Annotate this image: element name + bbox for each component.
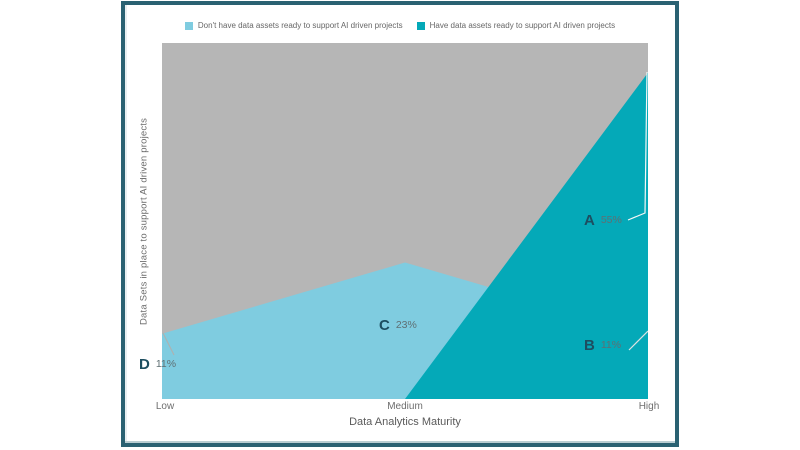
annotation-b-letter: B bbox=[584, 337, 595, 354]
callout-lines bbox=[162, 71, 648, 356]
annotation-c: C 23% bbox=[379, 318, 417, 333]
legend-item-dont-have[interactable]: Don't have data assets ready to support … bbox=[184, 21, 403, 30]
x-tick-medium: Medium bbox=[387, 401, 423, 412]
annotation-d-letter: D bbox=[139, 356, 150, 373]
callout-line-d bbox=[162, 332, 175, 356]
series-areas bbox=[162, 72, 648, 399]
callout-line-a bbox=[627, 71, 648, 221]
legend-swatch-have-icon bbox=[416, 21, 425, 30]
annotation-c-value: 23% bbox=[395, 319, 417, 332]
plot-area[interactable] bbox=[162, 43, 648, 399]
x-tick-high: High bbox=[638, 401, 660, 412]
area-chart bbox=[162, 43, 648, 399]
annotation-d: D 11% bbox=[139, 357, 176, 372]
legend-label-dont-have: Don't have data assets ready to support … bbox=[197, 21, 403, 30]
annotation-b: B 11% bbox=[584, 338, 621, 353]
x-axis-label: Data Analytics Maturity bbox=[349, 416, 461, 428]
callout-line-b bbox=[628, 330, 648, 351]
annotation-a-letter: A bbox=[584, 212, 595, 229]
series-area-1 bbox=[162, 72, 648, 399]
x-tick-low: Low bbox=[155, 401, 175, 412]
annotation-c-letter: C bbox=[379, 317, 390, 334]
annotation-a-value: 55% bbox=[600, 214, 622, 227]
annotation-d-value: 11% bbox=[155, 358, 177, 371]
legend: Don't have data assets ready to support … bbox=[127, 21, 673, 30]
legend-swatch-dont-have-icon bbox=[184, 21, 193, 30]
legend-item-have[interactable]: Have data assets ready to support AI dri… bbox=[416, 21, 616, 30]
y-axis-label: Data Sets in place to support AI driven … bbox=[138, 117, 150, 325]
annotation-b-value: 11% bbox=[600, 339, 622, 352]
legend-label-have: Have data assets ready to support AI dri… bbox=[429, 21, 616, 30]
annotation-a: A 55% bbox=[584, 213, 622, 228]
